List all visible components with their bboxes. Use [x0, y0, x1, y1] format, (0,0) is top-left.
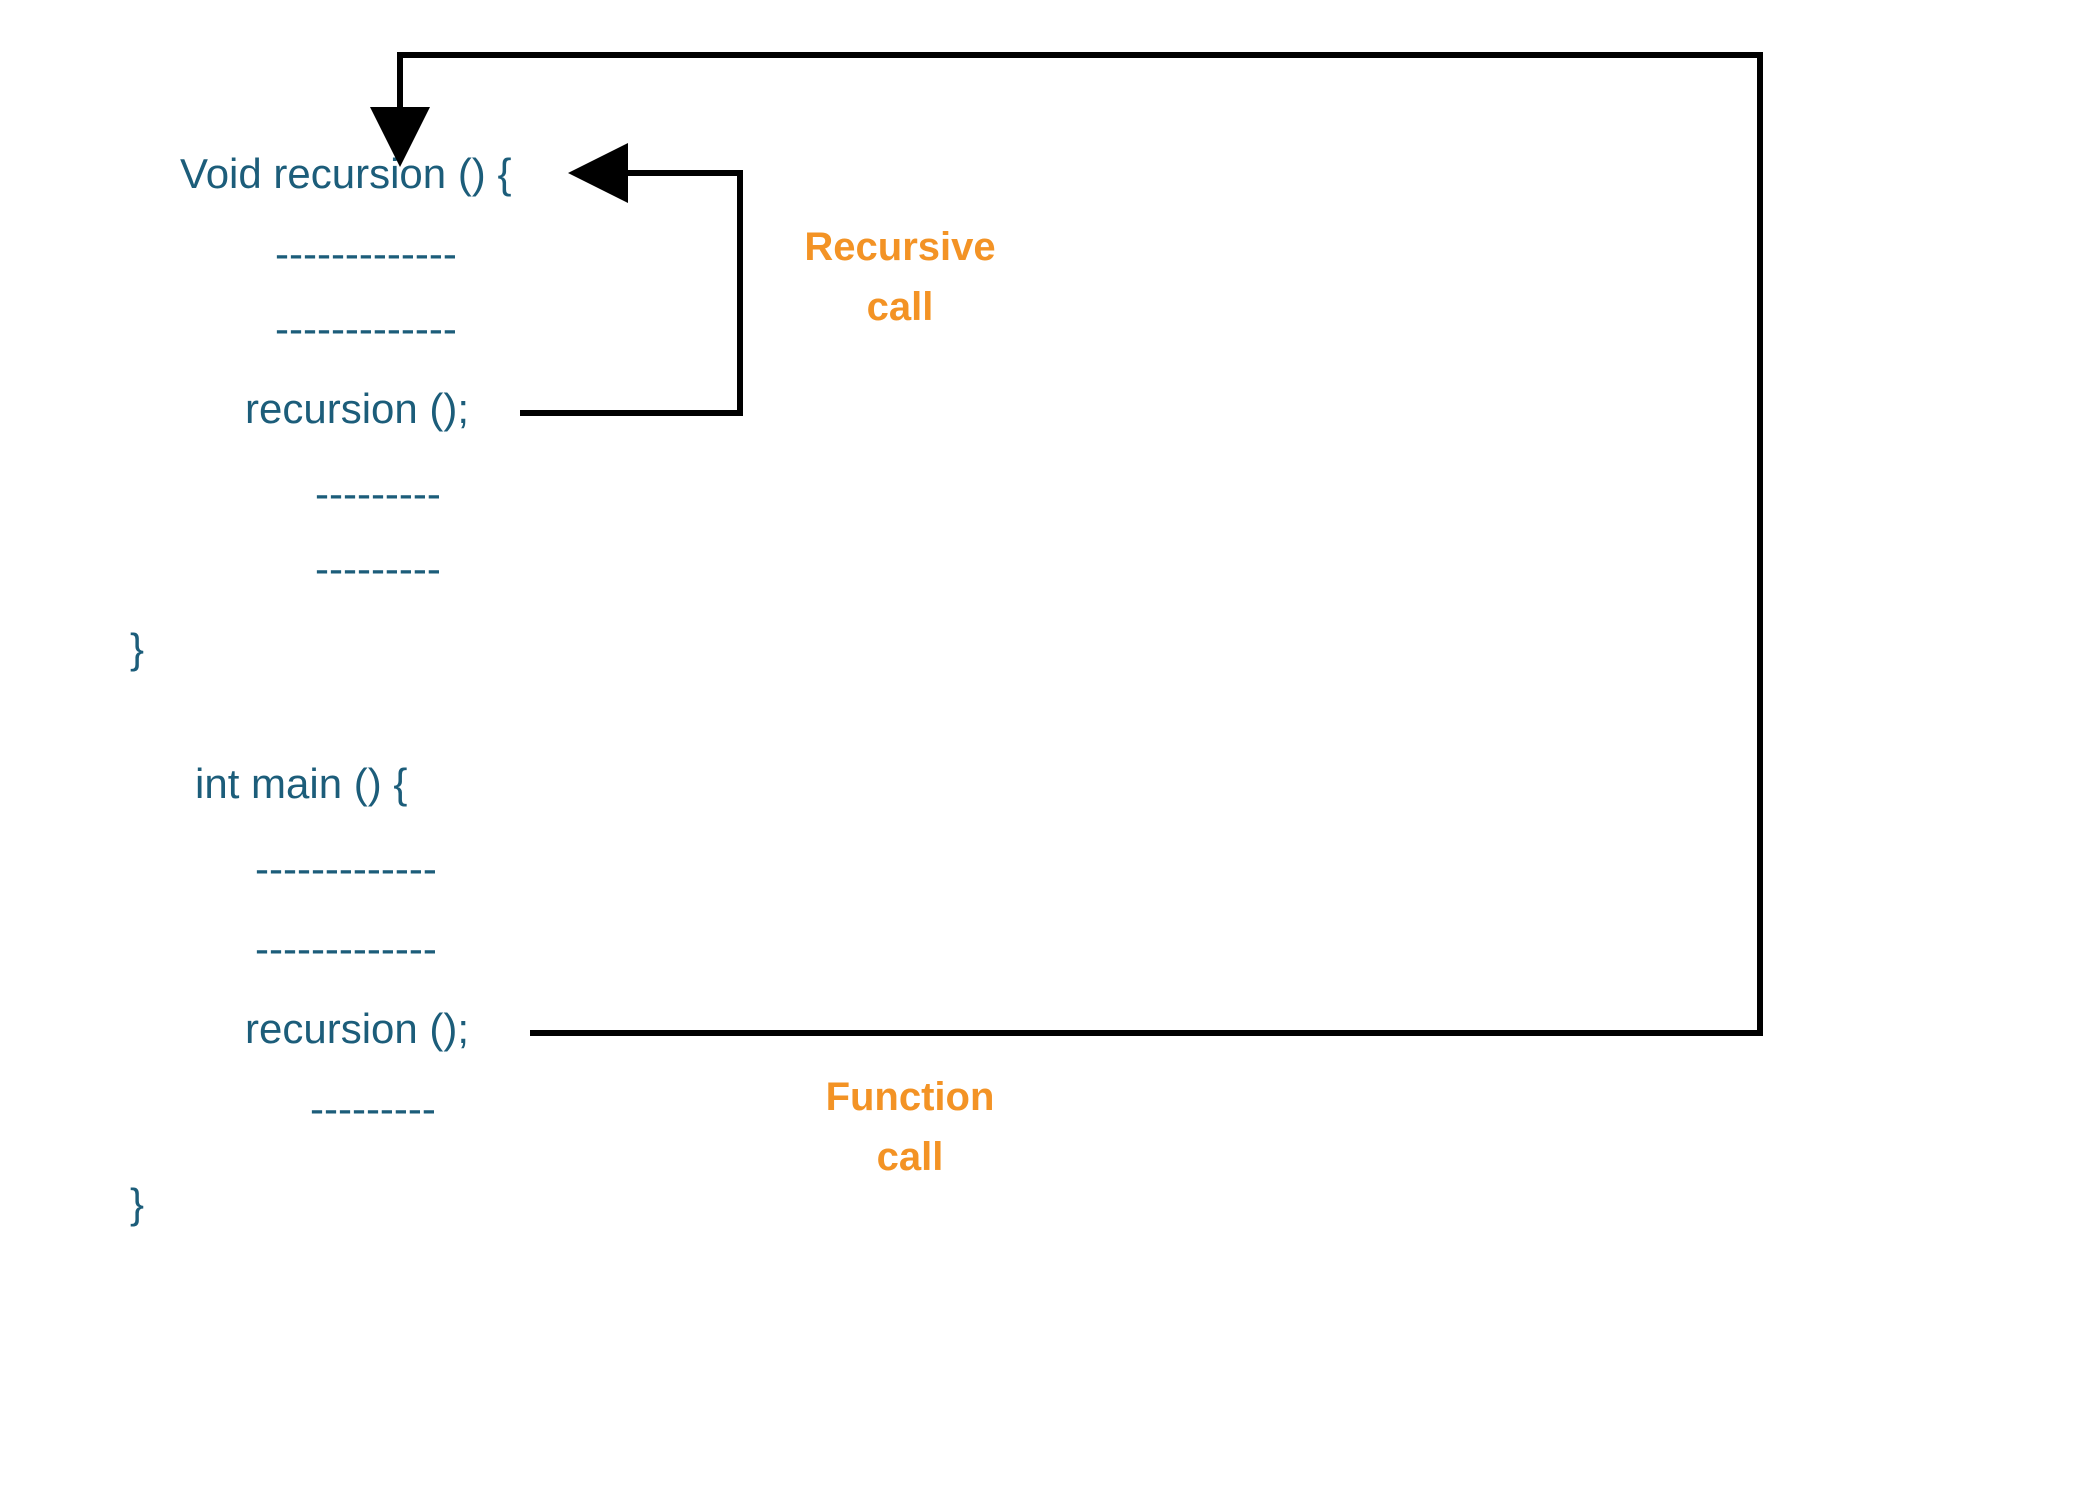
- label-recursive-call-line2: call: [770, 285, 1030, 330]
- code-dash-2: -------------: [275, 305, 457, 353]
- code-dash-4: ---------: [315, 545, 441, 593]
- arrow-recursive-call: [520, 173, 740, 413]
- label-recursive-call-line1: Recursive: [770, 225, 1030, 270]
- code-dash-1: -------------: [275, 230, 457, 278]
- recursion-diagram: Void recursion () { ------------- ------…: [0, 0, 2100, 1500]
- code-dash-6: -------------: [255, 925, 437, 973]
- code-dash-5: -------------: [255, 845, 437, 893]
- code-dash-3: ---------: [315, 470, 441, 518]
- code-line-recursion-call-main: recursion ();: [245, 1005, 469, 1053]
- code-dash-7: ---------: [310, 1085, 436, 1133]
- code-brace-2: }: [130, 1180, 144, 1228]
- label-function-call-line2: call: [780, 1135, 1040, 1180]
- code-line-int-main: int main () {: [195, 760, 407, 808]
- arrow-function-call: [400, 55, 1760, 1033]
- code-brace-1: }: [130, 625, 144, 673]
- label-function-call-line1: Function: [780, 1075, 1040, 1120]
- code-line-recursion-call-inner: recursion ();: [245, 385, 469, 433]
- arrows-layer: [0, 0, 2100, 1500]
- code-line-void-recursion: Void recursion () {: [180, 150, 512, 198]
